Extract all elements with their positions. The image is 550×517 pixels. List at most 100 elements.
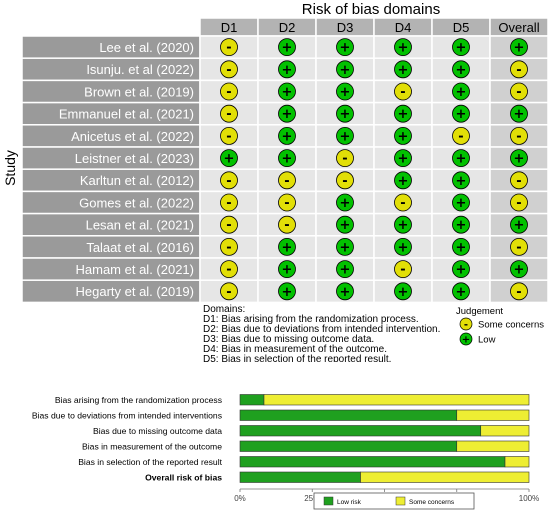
- judgement-some-icon: [394, 193, 412, 212]
- study-name: Karltun et al. (2012): [80, 173, 194, 188]
- column-header-d2: D2: [279, 20, 296, 35]
- study-name: Lesan et al. (2021): [86, 218, 194, 233]
- category-label: Bias due to missing outcome data: [93, 426, 222, 436]
- category-label: Bias arising from the randomization proc…: [55, 395, 222, 405]
- judgement-low-icon: [510, 260, 528, 279]
- judgement-symbol: +: [282, 263, 293, 278]
- domain-description: D4: Bias in measurement of the outcome.: [203, 344, 387, 355]
- judgement-symbol: +: [282, 107, 293, 122]
- judgement-some-icon: [510, 171, 528, 190]
- judgement-symbol: +: [340, 285, 351, 300]
- study-name: Leistner et al. (2023): [75, 151, 194, 166]
- traffic-y-axis-label: Study: [2, 150, 18, 186]
- judgement-some-icon: [452, 126, 470, 145]
- judgement-symbol: +: [340, 129, 351, 144]
- bar-segment-some-concerns: [480, 425, 530, 437]
- judgement-symbol: +: [398, 129, 409, 144]
- judgement-low-icon: [278, 82, 296, 101]
- study-name: Gomes et al. (2022): [79, 195, 194, 210]
- judgement-symbol: -: [226, 63, 231, 78]
- judgement-symbol: -: [226, 218, 231, 233]
- category-label: Bias in measurement of the outcome: [82, 441, 222, 451]
- judgement-low-icon: [336, 237, 354, 256]
- judgement-low-icon: [452, 282, 470, 301]
- judgement-symbol: +: [514, 107, 525, 122]
- legend-low-icon: [459, 332, 473, 346]
- column-header-d3: D3: [337, 20, 354, 35]
- judgement-low-icon: [336, 104, 354, 123]
- domain-description: D2: Bias due to deviations from intended…: [203, 324, 440, 335]
- judgement-some-icon: [394, 260, 412, 279]
- traffic-title: Risk of bias domains: [302, 1, 440, 18]
- judgement-symbol: +: [456, 285, 467, 300]
- judgement-low-icon: [452, 171, 470, 190]
- bar-segment-low-risk: [239, 456, 506, 468]
- judgement-some-icon: [220, 171, 238, 190]
- judgement-low-icon: [510, 149, 528, 168]
- judgement-low-icon: [336, 193, 354, 212]
- judgement-low-icon: [336, 215, 354, 234]
- judgement-low-icon: [394, 126, 412, 145]
- study-name: Brown et al. (2019): [84, 84, 194, 99]
- judgement-symbol: +: [456, 174, 467, 189]
- judgement-symbol: +: [282, 85, 293, 100]
- study-name: Talaat et al. (2016): [86, 240, 194, 255]
- judgement-symbol: +: [398, 174, 409, 189]
- judgement-low-icon: [510, 215, 528, 234]
- category-label: Bias due to deviations from intended int…: [32, 410, 222, 420]
- judgement-symbol: -: [284, 218, 289, 233]
- domains-title: Domains:: [203, 304, 245, 315]
- judgement-symbol: +: [340, 41, 351, 56]
- judgement-low-icon: [394, 237, 412, 256]
- bar-segment-some-concerns: [456, 409, 530, 421]
- judgement-some-icon: [510, 82, 528, 101]
- judgement-low-icon: [278, 38, 296, 56]
- bar-segment-some-concerns: [263, 394, 530, 406]
- bar-segment-some-concerns: [504, 456, 530, 468]
- judgement-some-icon: [510, 193, 528, 212]
- judgement-symbol: -: [458, 129, 463, 144]
- judgement-some-icon: [220, 60, 238, 79]
- judgement-symbol: -: [342, 152, 347, 167]
- judgement-symbol: +: [282, 41, 293, 56]
- judgement-low-icon: [336, 38, 354, 56]
- judgement-low-icon: [452, 237, 470, 256]
- legend-swatch-low-risk: [323, 496, 334, 506]
- judgement-low-icon: [336, 282, 354, 301]
- judgement-low-icon: [278, 104, 296, 123]
- judgement-low-icon: [452, 104, 470, 123]
- summary-bar-chart: Bias arising from the randomization proc…: [32, 394, 539, 510]
- judgement-symbol: -: [226, 107, 231, 122]
- legend-low-label: Low: [478, 335, 496, 346]
- judgement-legend: Judgement - Some concerns + Low: [456, 306, 544, 346]
- judgement-symbol: +: [456, 85, 467, 100]
- judgement-low-icon: [394, 171, 412, 190]
- bar-segment-low-risk: [239, 440, 458, 452]
- domain-description: D1: Bias arising from the randomization …: [203, 314, 419, 325]
- judgement-symbol: +: [282, 240, 293, 255]
- study-name: Hegarty et al. (2019): [75, 284, 194, 299]
- judgement-symbol: -: [400, 85, 405, 100]
- judgement-some-icon: [278, 193, 296, 212]
- legend-symbol: +: [462, 335, 470, 346]
- judgement-low-icon: [452, 38, 470, 56]
- judgement-symbol: +: [340, 85, 351, 100]
- judgement-low-icon: [336, 126, 354, 145]
- judgement-low-icon: [510, 104, 528, 123]
- judgement-symbol: +: [456, 263, 467, 278]
- judgement-some-icon: [336, 149, 354, 168]
- judgement-low-icon: [220, 149, 238, 168]
- judgement-low-icon: [278, 260, 296, 279]
- legend-box: [313, 492, 475, 510]
- bar-segment-low-risk: [239, 394, 265, 406]
- judgement-symbol: +: [456, 240, 467, 255]
- study-name: Hamam et al. (2021): [76, 262, 195, 277]
- judgement-symbol: +: [340, 240, 351, 255]
- judgement-symbol: +: [398, 107, 409, 122]
- judgement-some-icon: [510, 237, 528, 256]
- judgement-some-icon: [278, 171, 296, 190]
- judgement-low-icon: [394, 149, 412, 168]
- judgement-symbol: -: [400, 196, 405, 211]
- judgement-low-icon: [452, 193, 470, 212]
- judgement-symbol: -: [226, 240, 231, 255]
